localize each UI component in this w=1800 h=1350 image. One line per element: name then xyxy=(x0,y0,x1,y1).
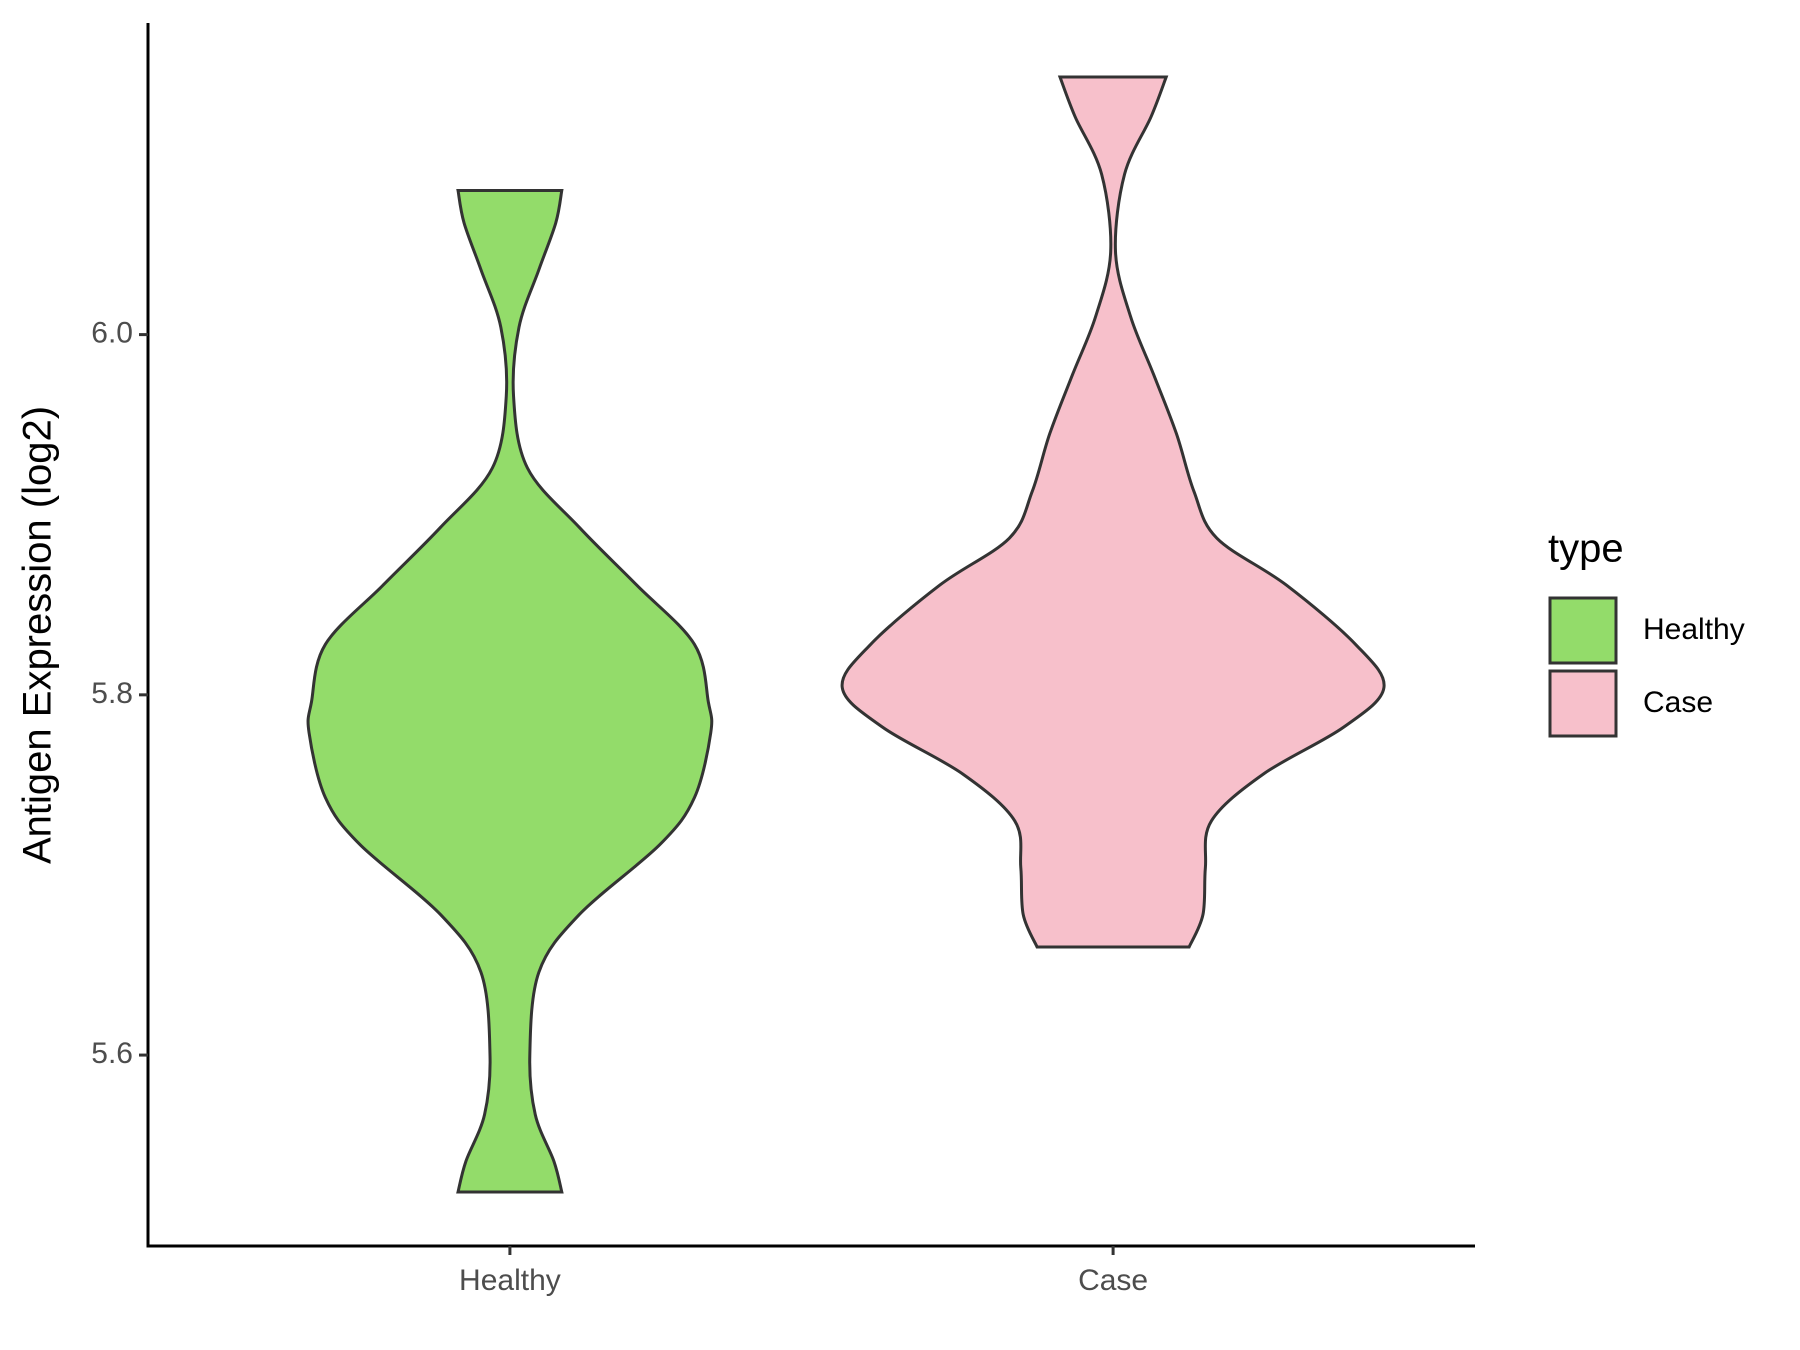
y-tick-label: 6.0 xyxy=(91,317,133,350)
violin xyxy=(840,75,1386,949)
legend-key xyxy=(1548,669,1618,738)
legend-key xyxy=(1548,596,1618,665)
y-tick-label: 5.8 xyxy=(91,677,133,710)
y-axis-title: Antigen Expression (log2) xyxy=(16,406,60,864)
x-tick-label: Healthy xyxy=(459,1264,561,1297)
violin xyxy=(306,189,714,1194)
legend-label: Healthy xyxy=(1643,613,1745,646)
x-tick-label: Case xyxy=(1078,1264,1148,1297)
y-tick-label: 5.6 xyxy=(91,1037,133,1070)
legend-title: type xyxy=(1548,527,1624,571)
legend-label: Case xyxy=(1643,686,1713,719)
